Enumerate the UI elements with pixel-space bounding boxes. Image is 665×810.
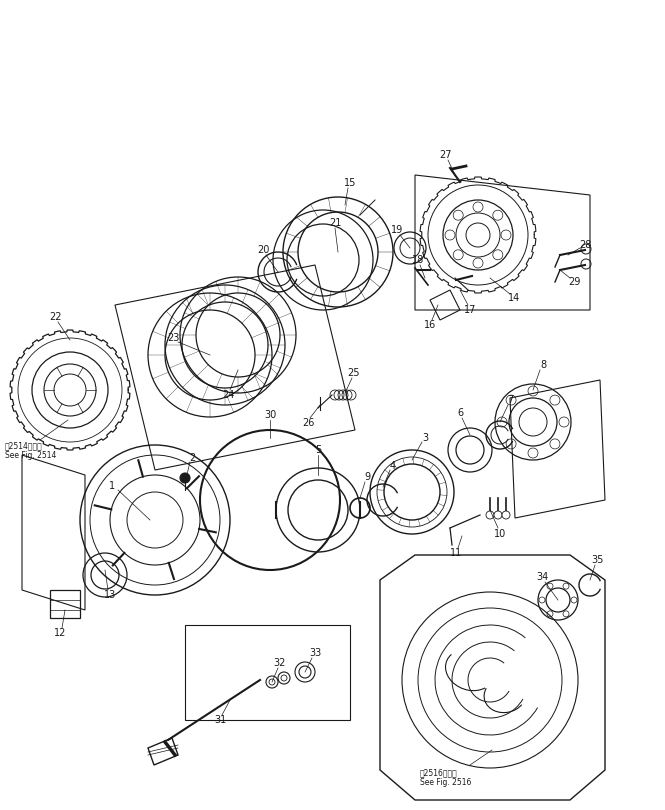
Text: 4: 4 [390, 461, 396, 471]
Text: 15: 15 [344, 178, 356, 188]
Circle shape [486, 511, 494, 519]
Text: 34: 34 [536, 572, 548, 582]
Text: 26: 26 [302, 418, 314, 428]
Text: 25: 25 [348, 368, 360, 378]
Circle shape [494, 511, 502, 519]
Text: 19: 19 [391, 225, 403, 235]
Text: 35: 35 [591, 555, 603, 565]
Text: 第2514図参照: 第2514図参照 [5, 441, 43, 450]
Text: 14: 14 [508, 293, 520, 303]
Text: 7: 7 [507, 395, 513, 405]
Text: 22: 22 [49, 312, 61, 322]
Text: 21: 21 [329, 218, 341, 228]
Text: 20: 20 [257, 245, 269, 255]
Text: See Fig. 2516: See Fig. 2516 [420, 778, 471, 787]
Text: 6: 6 [457, 408, 463, 418]
Text: 3: 3 [422, 433, 428, 443]
Text: 32: 32 [274, 658, 286, 668]
Text: 23: 23 [167, 333, 179, 343]
Circle shape [180, 473, 190, 483]
Text: See Fig. 2514: See Fig. 2514 [5, 451, 57, 460]
Text: 10: 10 [494, 529, 506, 539]
Text: 12: 12 [54, 628, 66, 638]
Text: 9: 9 [364, 472, 370, 482]
Text: 1: 1 [109, 481, 115, 491]
Text: 18: 18 [412, 255, 424, 265]
Text: 33: 33 [309, 648, 321, 658]
Circle shape [502, 511, 510, 519]
Text: 24: 24 [222, 390, 234, 400]
Text: 29: 29 [568, 277, 580, 287]
Text: 5: 5 [315, 445, 321, 455]
Text: 2: 2 [189, 453, 195, 463]
Text: 11: 11 [450, 548, 462, 558]
Text: 16: 16 [424, 320, 436, 330]
Text: 27: 27 [439, 150, 452, 160]
Text: 30: 30 [264, 410, 276, 420]
Text: 第2516図参照: 第2516図参照 [420, 768, 458, 777]
Text: 28: 28 [579, 240, 591, 250]
Text: 31: 31 [214, 715, 226, 725]
Text: 17: 17 [464, 305, 476, 315]
Text: 13: 13 [104, 590, 116, 600]
Text: 8: 8 [540, 360, 546, 370]
